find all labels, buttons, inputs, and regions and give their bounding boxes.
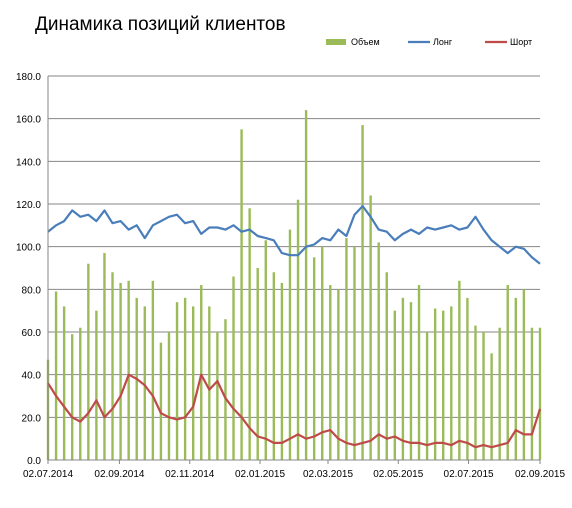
volume-bar xyxy=(256,268,259,460)
volume-bar xyxy=(522,289,526,460)
volume-bar xyxy=(280,282,284,460)
volume-bar xyxy=(87,263,90,460)
volume-bar xyxy=(514,297,518,460)
volume-bar xyxy=(377,242,380,460)
y-tick-label: 100.0 xyxy=(16,243,41,254)
series-line-long xyxy=(47,205,541,265)
volume-bar xyxy=(369,195,372,460)
volume-bar xyxy=(361,125,364,461)
chart-title: Динамика позиций клиентов xyxy=(35,14,286,35)
volume-bar xyxy=(143,306,146,460)
volume-bar xyxy=(393,310,397,460)
volume-bar xyxy=(232,276,235,460)
volume-bar xyxy=(159,342,163,460)
y-tick-label: 80.0 xyxy=(22,285,42,296)
volume-bar xyxy=(304,110,308,460)
legend-label: Объем xyxy=(351,37,380,47)
volume-bar xyxy=(329,285,332,460)
volume-bar xyxy=(151,280,155,460)
volume-bar xyxy=(417,285,421,460)
volume-bar xyxy=(458,280,461,460)
volume-bar xyxy=(312,257,316,460)
volume-bar xyxy=(200,285,203,460)
y-tick-label: 140.0 xyxy=(16,157,41,168)
volume-bar xyxy=(321,246,324,460)
volume-bar xyxy=(62,306,66,460)
legend-swatch-volume xyxy=(326,39,346,45)
volume-bar xyxy=(54,291,58,460)
volume-bar xyxy=(425,332,429,460)
volume-bar xyxy=(272,272,276,460)
volume-bar xyxy=(167,332,171,460)
y-tick-label: 60.0 xyxy=(22,328,42,339)
volume-bar xyxy=(216,332,219,460)
x-tick-label: 02.07.2014 xyxy=(23,469,73,480)
volume-bar xyxy=(442,310,445,460)
volume-bar xyxy=(296,199,300,460)
volume-bars xyxy=(46,110,542,461)
x-tick-label: 02.05.2015 xyxy=(373,469,423,480)
volume-bar xyxy=(401,297,405,460)
volume-bar xyxy=(490,353,493,460)
volume-bar xyxy=(119,282,122,460)
y-tick-label: 0.0 xyxy=(27,456,41,467)
x-tick-label: 02.03.2015 xyxy=(303,469,353,480)
y-tick-label: 180.0 xyxy=(16,72,41,83)
volume-bar xyxy=(409,302,413,460)
volume-bar xyxy=(208,306,211,460)
volume-bar xyxy=(248,208,251,460)
volume-bar xyxy=(538,327,542,460)
volume-bar xyxy=(79,327,82,460)
volume-bar xyxy=(95,310,98,460)
volume-bar xyxy=(450,306,453,460)
volume-bar xyxy=(111,272,114,460)
legend-label: Шорт xyxy=(510,37,532,47)
legend-label: Лонг xyxy=(433,37,453,47)
volume-bar xyxy=(240,129,243,461)
x-tick-label: 02.09.2015 xyxy=(515,469,565,480)
volume-bar xyxy=(337,289,340,460)
x-tick-label: 02.11.2014 xyxy=(165,469,215,480)
x-tick-label: 02.07.2015 xyxy=(444,469,494,480)
volume-bar xyxy=(175,302,179,460)
volume-bar xyxy=(183,297,187,460)
volume-bar xyxy=(353,246,356,460)
series-line-short xyxy=(47,373,542,449)
volume-bar xyxy=(474,325,477,460)
y-tick-label: 120.0 xyxy=(16,200,41,211)
volume-bar xyxy=(264,240,267,460)
volume-bar xyxy=(482,332,485,460)
y-tick-label: 160.0 xyxy=(16,115,41,126)
axes: 0.0 20.0 40.0 60.0 80.0 100.0 120.0 140.0 160.0 1… xyxy=(16,72,565,480)
volume-bar xyxy=(530,327,534,460)
y-tick-label: 40.0 xyxy=(22,371,42,382)
volume-bar xyxy=(433,308,437,460)
volume-bar xyxy=(224,319,227,460)
volume-bar xyxy=(70,334,74,460)
legend: Объем Лонг Шорт xyxy=(326,37,532,47)
volume-bar xyxy=(127,280,130,460)
volume-bar xyxy=(288,229,292,460)
x-tick-label: 02.09.2014 xyxy=(94,469,144,480)
volume-bar xyxy=(506,285,509,460)
series-lines xyxy=(47,205,542,449)
volume-bar xyxy=(191,306,195,460)
x-tick-label: 02.01.2015 xyxy=(235,469,285,480)
volume-bar xyxy=(103,253,106,460)
volume-bar xyxy=(498,327,501,460)
y-tick-label: 20.0 xyxy=(22,413,42,424)
grid-lines xyxy=(48,75,540,461)
volume-bar xyxy=(345,238,348,460)
volume-bar xyxy=(466,297,469,460)
volume-bar xyxy=(385,272,388,460)
